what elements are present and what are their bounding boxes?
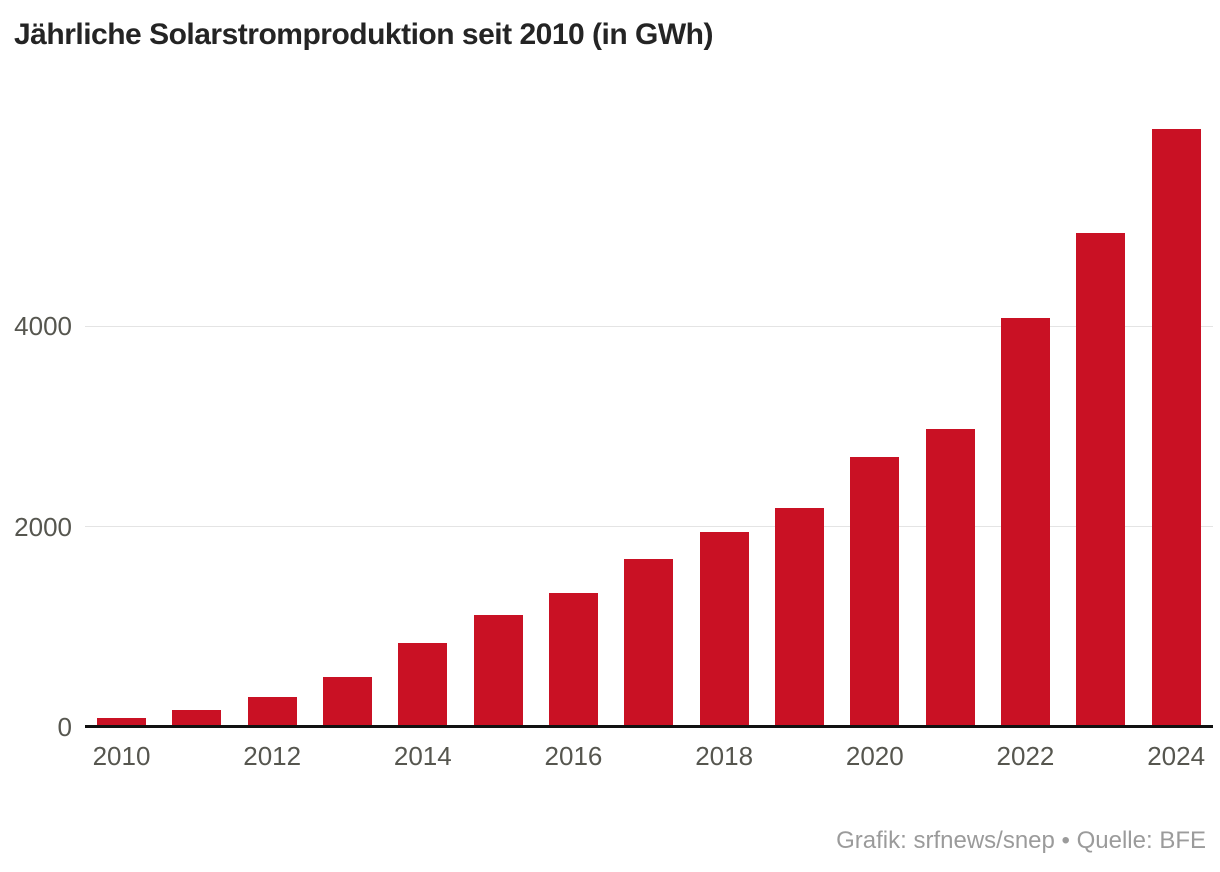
x-tick-label-2020: 2020 bbox=[845, 741, 904, 771]
bar-2024 bbox=[1151, 129, 1201, 727]
bar-2014 bbox=[398, 643, 448, 727]
x-tick-label-2016: 2016 bbox=[544, 741, 603, 771]
bar-2018 bbox=[699, 532, 749, 727]
bar-2011 bbox=[172, 710, 222, 727]
gridline-4000 bbox=[85, 325, 1213, 327]
bar-2015 bbox=[473, 615, 523, 727]
credit-line: Grafik: srfnews/snep • Quelle: BFE bbox=[836, 827, 1206, 854]
x-tick-label-2010: 2010 bbox=[92, 741, 151, 771]
bar-2019 bbox=[774, 508, 824, 727]
y-tick-label-0: 0 bbox=[57, 712, 72, 742]
x-tick-label-2024: 2024 bbox=[1147, 741, 1206, 771]
bar-2016 bbox=[548, 593, 598, 727]
gridline-2000 bbox=[85, 526, 1213, 527]
bar-2020 bbox=[850, 457, 900, 727]
x-tick-label-2022: 2022 bbox=[996, 741, 1055, 771]
bar-2017 bbox=[624, 559, 674, 727]
y-tick-label-2000: 2000 bbox=[14, 511, 72, 542]
x-tick-label-2014: 2014 bbox=[393, 741, 452, 771]
bar-2021 bbox=[925, 429, 975, 727]
x-tick-label-2018: 2018 bbox=[695, 741, 754, 771]
x-axis-line bbox=[85, 725, 1213, 728]
x-tick-label-2012: 2012 bbox=[243, 741, 302, 771]
chart-title: Jährliche Solarstromproduktion seit 2010… bbox=[14, 18, 713, 51]
y-tick-label-4000: 4000 bbox=[14, 311, 72, 341]
bar-2022 bbox=[1000, 318, 1050, 727]
bar-2023 bbox=[1076, 233, 1126, 727]
bar-2013 bbox=[322, 677, 372, 727]
bar-2012 bbox=[247, 697, 297, 727]
bar-2010 bbox=[97, 718, 146, 727]
